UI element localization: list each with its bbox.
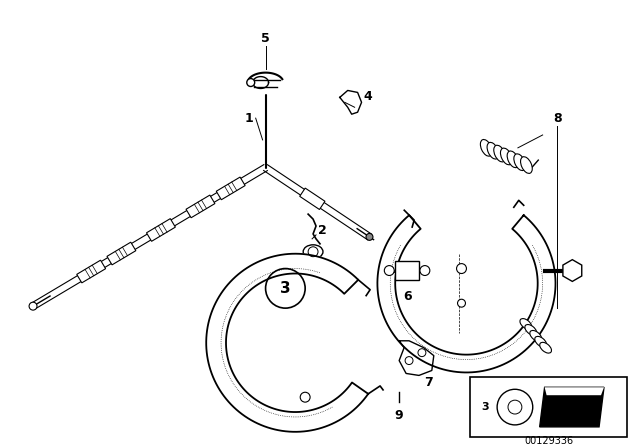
- Polygon shape: [206, 254, 368, 432]
- Polygon shape: [300, 188, 325, 210]
- Ellipse shape: [494, 145, 506, 162]
- Polygon shape: [186, 195, 215, 218]
- Polygon shape: [216, 177, 245, 200]
- Ellipse shape: [525, 324, 537, 335]
- Text: 2: 2: [317, 224, 326, 237]
- Text: 5: 5: [261, 33, 270, 46]
- Circle shape: [247, 78, 255, 86]
- Ellipse shape: [514, 154, 525, 171]
- Circle shape: [308, 247, 318, 257]
- Polygon shape: [77, 260, 106, 283]
- Circle shape: [418, 349, 426, 357]
- Circle shape: [456, 263, 467, 274]
- Text: 8: 8: [553, 112, 562, 125]
- Text: 3: 3: [481, 402, 489, 412]
- Polygon shape: [107, 242, 136, 265]
- Ellipse shape: [535, 336, 547, 347]
- Text: 1: 1: [244, 112, 253, 125]
- Text: 3: 3: [280, 281, 291, 296]
- Circle shape: [384, 266, 394, 276]
- Circle shape: [420, 266, 430, 276]
- Circle shape: [497, 389, 532, 425]
- Ellipse shape: [507, 151, 519, 168]
- Ellipse shape: [520, 319, 532, 329]
- Text: 9: 9: [395, 409, 403, 422]
- Text: 6: 6: [403, 290, 412, 303]
- Bar: [470, 377, 627, 437]
- Circle shape: [405, 357, 413, 365]
- Circle shape: [266, 268, 305, 308]
- Polygon shape: [399, 341, 434, 375]
- Text: 7: 7: [424, 376, 433, 389]
- Ellipse shape: [303, 245, 323, 258]
- Bar: [396, 261, 419, 280]
- Polygon shape: [340, 90, 362, 114]
- Circle shape: [29, 302, 37, 310]
- Ellipse shape: [530, 331, 541, 341]
- Polygon shape: [540, 388, 604, 427]
- Polygon shape: [378, 215, 556, 372]
- Text: 00129336: 00129336: [524, 436, 573, 446]
- Polygon shape: [545, 388, 604, 395]
- Circle shape: [508, 400, 522, 414]
- Text: 4: 4: [363, 90, 372, 103]
- Circle shape: [366, 233, 373, 241]
- Circle shape: [458, 299, 465, 307]
- Ellipse shape: [487, 142, 499, 159]
- Circle shape: [300, 392, 310, 402]
- Ellipse shape: [540, 342, 552, 353]
- Polygon shape: [147, 219, 175, 241]
- Ellipse shape: [500, 148, 512, 165]
- Ellipse shape: [481, 139, 492, 156]
- Ellipse shape: [520, 157, 532, 173]
